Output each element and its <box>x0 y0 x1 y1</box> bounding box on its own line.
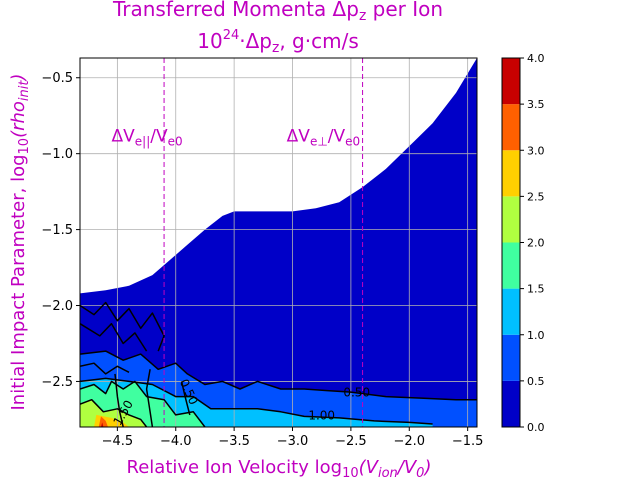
plot-area: ΔVe||/Ve0 ΔVe⊥/Ve0 0.501.000.501.50 −4.5−… <box>41 57 484 449</box>
y-tick-label-1: −1.0 <box>41 147 73 162</box>
contour-line-7 <box>114 373 124 427</box>
filled-contours <box>80 58 477 427</box>
x-tick-label-2: −3.5 <box>218 434 250 449</box>
x-axis-ticks: −4.5 −4.0 −3.5 −3.0 −2.5 −2.0 −1.5 <box>102 427 484 449</box>
x-tick-label-6: −1.5 <box>452 434 484 449</box>
colorbar-tick-label-8: 4.0 <box>527 52 545 65</box>
colorbar: 0.0 0.5 1.0 1.5 2.0 2.5 3.0 3.5 4.0 <box>501 52 545 434</box>
colorbar-tick-label-1: 0.5 <box>527 375 545 388</box>
plot-frame <box>79 57 478 428</box>
contour-line-0 <box>80 350 477 401</box>
contour-line-3 <box>80 398 148 427</box>
fill-region-level-0 <box>80 58 477 427</box>
y-axis-label: Initial Impact Parameter, log10(rhoinit) <box>8 73 32 410</box>
colorbar-band-2 <box>502 288 520 335</box>
x-axis-label: Relative Ion Velocity log10(Vion/V0) <box>127 457 432 480</box>
contour-label-0: 0.50 <box>343 386 370 400</box>
contour-line-9 <box>180 381 191 416</box>
vertical-reference-lines: ΔVe||/Ve0 ΔVe⊥/Ve0 <box>112 58 364 427</box>
colorbar-tick-label-0: 0.0 <box>527 421 545 434</box>
y-axis-ticks: −0.5 −1.0 −1.5 −2.0 −2.5 <box>41 71 80 390</box>
colorbar-tick-label-4: 2.0 <box>527 237 545 250</box>
colorbar-tick-label-7: 3.5 <box>527 98 545 111</box>
x-tick-label-1: −4.0 <box>160 434 192 449</box>
colorbar-tick-label-6: 3.0 <box>527 144 545 157</box>
x-tick-label-0: −4.5 <box>102 434 134 449</box>
x-tick-label-5: −2.0 <box>393 434 425 449</box>
colorbar-tick-label-2: 1.0 <box>527 329 545 342</box>
colorbar-tick-label-3: 1.5 <box>527 283 545 296</box>
colorbar-band-7 <box>502 58 520 105</box>
colorbar-band-0 <box>502 380 520 427</box>
y-tick-label-0: −0.5 <box>41 71 73 86</box>
contour-line-5 <box>80 322 148 352</box>
y-tick-label-2: −1.5 <box>41 223 73 238</box>
contour-line-2 <box>80 380 206 427</box>
fill-region-level-7-6 <box>101 422 104 427</box>
colorbar-band-4 <box>502 196 520 243</box>
colorbar-band-6 <box>502 104 520 151</box>
x-tick-label-3: −3.0 <box>277 434 309 449</box>
contour-line-8 <box>145 369 154 427</box>
chart-title-line1: Transferred Momenta Δpz per Ion <box>112 0 443 24</box>
colorbar-band-5 <box>502 150 520 197</box>
reference-label-0: ΔVe||/Ve0 <box>112 127 183 149</box>
colorbar-tick-label-5: 2.5 <box>527 190 545 203</box>
y-tick-label-4: −2.5 <box>41 375 73 390</box>
chart-title-line2: 1024·Δpz, g·cm/s <box>197 28 359 56</box>
fill-region-level-6-5 <box>98 416 108 427</box>
contour-line-4 <box>80 301 165 352</box>
reference-label-1: ΔVe⊥/Ve0 <box>287 127 361 149</box>
grid-lines <box>80 58 477 427</box>
contour-line-6 <box>80 362 130 375</box>
contour-label-1: 1.00 <box>308 408 335 422</box>
y-tick-label-3: −2.0 <box>41 299 73 314</box>
colorbar-band-3 <box>502 242 520 289</box>
x-tick-label-4: −2.5 <box>335 434 367 449</box>
colorbar-band-1 <box>502 334 520 381</box>
